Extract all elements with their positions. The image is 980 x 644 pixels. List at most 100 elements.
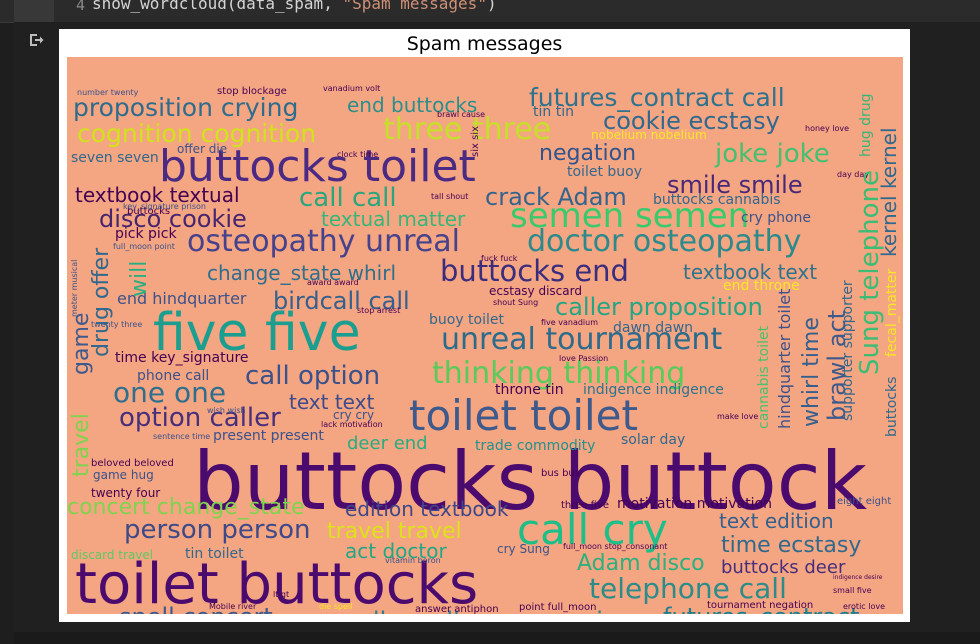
wordcloud-word: unreal tournament xyxy=(441,322,723,357)
wordcloud-word: twenty four xyxy=(91,486,161,500)
wordcloud-word: person person xyxy=(124,515,311,545)
wordcloud-word: will xyxy=(127,260,152,297)
wordcloud-word: buoy toilet xyxy=(429,312,504,328)
wordcloud-word: futures_contract xyxy=(663,605,860,614)
wordcloud-word: cognition cognition xyxy=(77,119,317,148)
wordcloud-word: vanadium volt xyxy=(323,84,381,93)
wordcloud-word: time ecstasy xyxy=(721,533,862,558)
wordcloud-word: supporter supporter xyxy=(840,280,856,421)
wordcloud-word: edition textbook xyxy=(345,497,509,521)
wordcloud-word: fuck fuck xyxy=(481,254,518,263)
wordcloud-word: end hindquarter xyxy=(117,289,247,308)
wordcloud-word: buttocks toilet xyxy=(159,141,476,192)
wordcloud-word: vitamin boron xyxy=(385,556,441,565)
wordcloud-word: die spell xyxy=(319,602,353,611)
wordcloud-word: textbook text xyxy=(683,260,818,284)
wordcloud-word: sentence time xyxy=(153,432,211,441)
wordcloud-word: full_moon stop_consonant xyxy=(563,542,668,551)
wordcloud-word: whirl time xyxy=(799,317,824,427)
wordcloud-word: number twenty xyxy=(77,88,139,97)
wordcloud-word: lt gt xyxy=(273,590,290,599)
wordcloud-word: phone call xyxy=(137,368,210,384)
wordcloud-word: semen semen xyxy=(510,196,750,236)
line-number: 4 xyxy=(76,0,86,14)
wordcloud-word: end buttocks xyxy=(347,93,478,117)
wordcloud-word: day day xyxy=(837,170,869,179)
wordcloud-word: honey love xyxy=(805,124,850,133)
wordcloud-word: caller caller xyxy=(345,609,484,614)
wordcloud-word: act doctor xyxy=(345,539,447,563)
wordcloud-word: crack Adam xyxy=(485,183,627,211)
wordcloud-word: throne tin xyxy=(495,382,564,398)
wordcloud-word: meter musical xyxy=(70,259,79,317)
wordcloud-word: textbook textual xyxy=(75,183,240,207)
wordcloud-word: dawn dawn xyxy=(613,320,694,336)
wordcloud-word: hug drug xyxy=(858,93,874,158)
wordcloud-word: ecstasy discard xyxy=(489,284,582,298)
wordcloud-word: fecal_matter xyxy=(884,268,900,357)
wordcloud-word: discard travel xyxy=(71,548,154,562)
wordcloud-word: cannabis toilet xyxy=(756,325,772,429)
wordcloud-word: call call xyxy=(299,183,397,213)
cell-gutter xyxy=(14,0,54,22)
code-line[interactable]: show_wordcloud(data_spam, "Spam messages… xyxy=(92,0,497,13)
output-arrow-icon[interactable] xyxy=(28,32,44,48)
figure-title: Spam messages xyxy=(406,33,563,55)
wordcloud-word: point full_moon xyxy=(519,602,597,613)
wordcloud-word: shout Sung xyxy=(493,298,539,307)
wordcloud-word: beloved beloved xyxy=(91,458,174,469)
wordcloud-word: tall shout xyxy=(431,192,469,201)
wordcloud-word: textual matter xyxy=(321,207,466,231)
wordcloud-word: caller proposition xyxy=(555,293,763,321)
wordcloud-figure: Spam messages buttocks buttock toilet but… xyxy=(59,29,910,622)
wordcloud-word: indigence indigence xyxy=(583,382,724,398)
wordcloud-word: answer antiphon xyxy=(415,604,499,615)
wordcloud-word: travel xyxy=(69,413,94,477)
wordcloud-word: cry phone xyxy=(741,210,811,226)
wordcloud-word: cookie ecstasy xyxy=(603,107,780,135)
output-bottom-edge xyxy=(14,632,980,644)
wordcloud-word: game hug xyxy=(93,468,154,482)
wordcloud-word: birdcall call xyxy=(273,287,410,315)
wordcloud-word: game xyxy=(69,312,94,375)
wordcloud-word: kernel kernel xyxy=(877,127,901,257)
wordcloud-word: drug offer xyxy=(89,247,114,357)
wordcloud-word: text text xyxy=(289,390,375,414)
wordcloud-word: pick pick xyxy=(115,226,177,242)
wordcloud-word: crying xyxy=(559,609,633,614)
wordcloud-word: small five xyxy=(833,586,872,595)
wordcloud-word: brawl cause xyxy=(437,110,486,119)
wordcloud-word: award award xyxy=(307,278,359,287)
wordcloud-word: indigence desire xyxy=(833,574,883,581)
wordcloud-word: present present xyxy=(213,428,324,444)
wordcloud-word: five five xyxy=(153,303,361,363)
wordcloud-word: end throne xyxy=(723,278,800,294)
wordcloud-word: buttocks xyxy=(127,206,171,217)
wordcloud-word: disco cookie xyxy=(99,205,247,233)
wordcloud-word: wish wish xyxy=(207,406,246,415)
wordcloud-word: nobelium nobelium xyxy=(591,128,707,142)
wordcloud-word: toilet buttocks xyxy=(75,552,479,614)
wordcloud-word: tin toilet xyxy=(185,546,244,562)
wordcloud-word: Adam disco xyxy=(577,551,705,576)
wordcloud-word: motivation motivation xyxy=(617,496,772,512)
wordcloud-word: twenty three xyxy=(91,320,143,329)
code-cell[interactable]: 4 show_wordcloud(data_spam, "Spam messag… xyxy=(0,0,980,23)
wordcloud-word: buttocks xyxy=(884,376,900,437)
wordcloud-word: negation xyxy=(539,141,637,166)
wordcloud-word: lack motivation xyxy=(321,420,383,429)
wordcloud-word: offer die xyxy=(177,142,228,156)
wordcloud-word: toilet buoy xyxy=(567,164,642,180)
wordcloud-word: trade commodity xyxy=(475,438,596,454)
wordcloud-word: time key_signature xyxy=(115,350,249,366)
wordcloud-word: joke joke xyxy=(715,139,830,169)
wordcloud-word: cry Sung xyxy=(497,542,550,556)
wordcloud-word: key_signature prison xyxy=(123,202,206,211)
wordcloud-word: solar day xyxy=(621,432,686,448)
wordcloud-word: buttocks end xyxy=(440,254,629,288)
wordcloud-word: buttocks cannabis xyxy=(653,192,781,208)
wordcloud-word: stop arrest xyxy=(357,306,401,315)
wordcloud-word: tournament negation xyxy=(707,600,814,611)
wordcloud-word: smile smile xyxy=(667,171,803,199)
wordcloud-word: osteopathy unreal xyxy=(187,224,460,259)
